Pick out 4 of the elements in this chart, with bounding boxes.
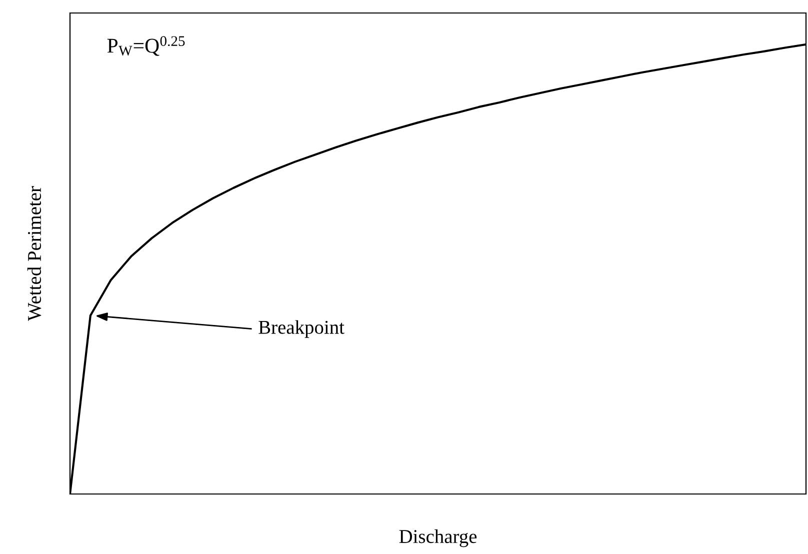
x-axis-title: Discharge <box>399 529 477 548</box>
y-axis-title: Wetted Perimeter <box>27 186 42 321</box>
annotation: P$_{W}$=Q$^{0.25}$ <box>107 36 185 56</box>
annotation: Breakpoint <box>258 320 344 338</box>
